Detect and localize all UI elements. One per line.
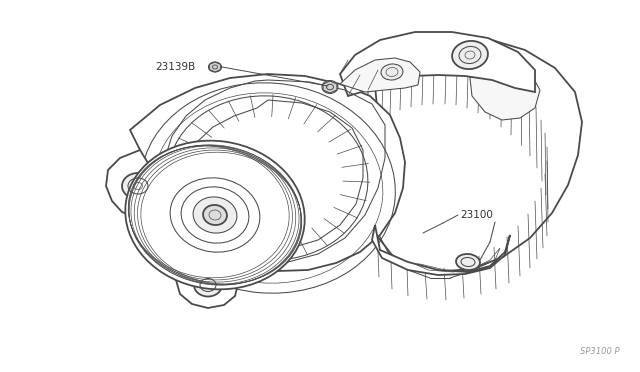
- Ellipse shape: [456, 254, 480, 270]
- Ellipse shape: [194, 273, 222, 296]
- Polygon shape: [470, 50, 540, 120]
- Polygon shape: [209, 62, 221, 72]
- Ellipse shape: [125, 141, 305, 289]
- Ellipse shape: [181, 187, 249, 243]
- Ellipse shape: [381, 64, 403, 80]
- Ellipse shape: [322, 80, 338, 93]
- Text: 23139B: 23139B: [155, 62, 195, 72]
- Polygon shape: [366, 36, 582, 272]
- Polygon shape: [372, 225, 510, 275]
- Ellipse shape: [122, 173, 154, 199]
- Ellipse shape: [203, 205, 227, 225]
- Text: 23100: 23100: [460, 210, 493, 220]
- Polygon shape: [340, 58, 420, 92]
- Text: SP3100 P: SP3100 P: [580, 347, 620, 356]
- Polygon shape: [176, 256, 238, 308]
- Ellipse shape: [209, 62, 221, 72]
- Polygon shape: [130, 74, 405, 271]
- Polygon shape: [106, 150, 166, 218]
- Ellipse shape: [170, 178, 260, 252]
- Polygon shape: [323, 81, 337, 93]
- Polygon shape: [340, 32, 535, 96]
- Ellipse shape: [193, 197, 237, 233]
- Ellipse shape: [452, 41, 488, 69]
